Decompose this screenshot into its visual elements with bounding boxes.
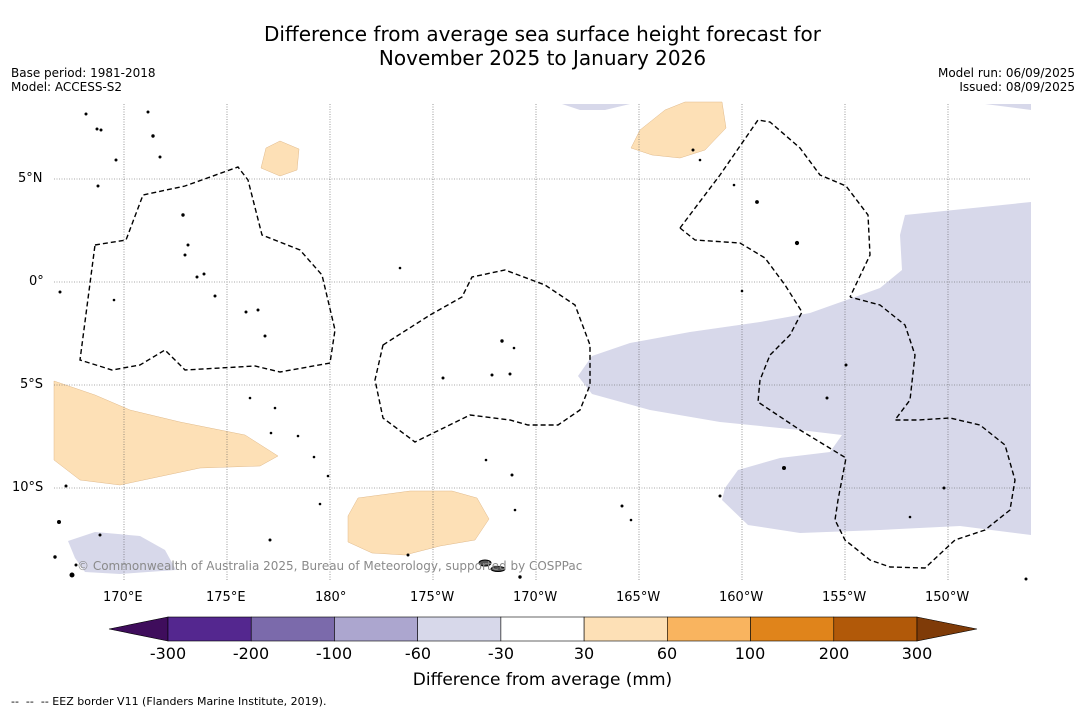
negative-anomaly-region-southwest bbox=[68, 532, 176, 574]
colorbar-tick: 200 bbox=[818, 644, 850, 663]
gridlines bbox=[54, 104, 1031, 580]
colorbar-tick: 300 bbox=[901, 644, 933, 663]
colorbar-bin bbox=[750, 616, 835, 642]
negative-anomaly-region-top bbox=[562, 104, 630, 110]
meta-left: Base period: 1981-2018 Model: ACCESS-S2 bbox=[11, 66, 156, 94]
model-name: Model: ACCESS-S2 bbox=[11, 80, 123, 94]
eez-legend-footnote: -- -- -- EEZ border V11 (Flanders Marine… bbox=[11, 695, 327, 708]
colorbar-tick: 100 bbox=[734, 644, 766, 663]
colorbar-bin bbox=[583, 616, 668, 642]
lat-tick-5s: 5°S bbox=[20, 377, 44, 392]
positive-anomaly-region-north-small bbox=[260, 140, 300, 177]
colorbar-tick: -60 bbox=[404, 644, 432, 663]
model-run-date: Model run: 06/09/2025 bbox=[937, 66, 1075, 80]
lon-tick-155w: 155°W bbox=[822, 590, 867, 605]
colorbar-tick: 60 bbox=[656, 644, 678, 663]
title-line-2: November 2025 to January 2026 bbox=[378, 46, 707, 70]
issued-date: Issued: 08/09/2025 bbox=[959, 80, 1075, 94]
colorbar-bin bbox=[334, 616, 418, 642]
colorbar-bin bbox=[250, 616, 335, 642]
lon-tick-175e: 175°E bbox=[206, 590, 246, 605]
lon-tick-170e: 170°E bbox=[103, 590, 143, 605]
title-line-1: Difference from average sea surface heig… bbox=[263, 22, 822, 46]
lon-tick-170w: 170°W bbox=[513, 590, 558, 605]
colorbar-extend-low bbox=[108, 616, 169, 642]
lat-tick-5n: 5°N bbox=[18, 171, 43, 186]
anomaly-shading bbox=[53, 101, 1031, 574]
colorbar-bin bbox=[667, 616, 751, 642]
colorbar bbox=[108, 616, 978, 642]
meta-right: Model run: 06/09/2025 Issued: 08/09/2025 bbox=[938, 66, 1075, 94]
colorbar-bin bbox=[833, 616, 918, 642]
colorbar-label: Difference from average (mm) bbox=[412, 670, 673, 690]
negative-anomaly-region-topright bbox=[818, 104, 1031, 110]
colorbar-extend-high bbox=[916, 616, 978, 642]
colorbar-bin bbox=[417, 616, 502, 642]
colorbar-bin bbox=[500, 616, 585, 642]
lon-tick-150w: 150°W bbox=[925, 590, 970, 605]
colorbar-tick: -300 bbox=[149, 644, 187, 663]
positive-anomaly-region-south bbox=[347, 490, 490, 556]
copyright-notice: © Commonwealth of Australia 2025, Bureau… bbox=[77, 559, 583, 573]
eez-borders bbox=[79, 119, 1016, 569]
lat-tick-0: 0° bbox=[29, 274, 44, 289]
lon-tick-165w: 165°W bbox=[616, 590, 661, 605]
colorbar-tick: -100 bbox=[315, 644, 353, 663]
base-period: Base period: 1981-2018 bbox=[11, 66, 156, 80]
map-title: Difference from average sea surface heig… bbox=[0, 22, 1085, 70]
positive-anomaly-region-north bbox=[630, 101, 727, 159]
islands bbox=[53, 110, 1028, 581]
positive-anomaly-region-west bbox=[53, 380, 279, 486]
negative-anomaly-region-east bbox=[578, 202, 1031, 535]
colorbar-tick: -30 bbox=[487, 644, 515, 663]
lon-tick-180: 180° bbox=[315, 590, 347, 605]
colorbar-tick: 30 bbox=[573, 644, 595, 663]
lon-tick-175w: 175°W bbox=[410, 590, 455, 605]
lat-tick-10s: 10°S bbox=[12, 480, 44, 495]
lon-tick-160w: 160°W bbox=[719, 590, 764, 605]
colorbar-bin bbox=[167, 616, 252, 642]
colorbar-tick: -200 bbox=[232, 644, 270, 663]
